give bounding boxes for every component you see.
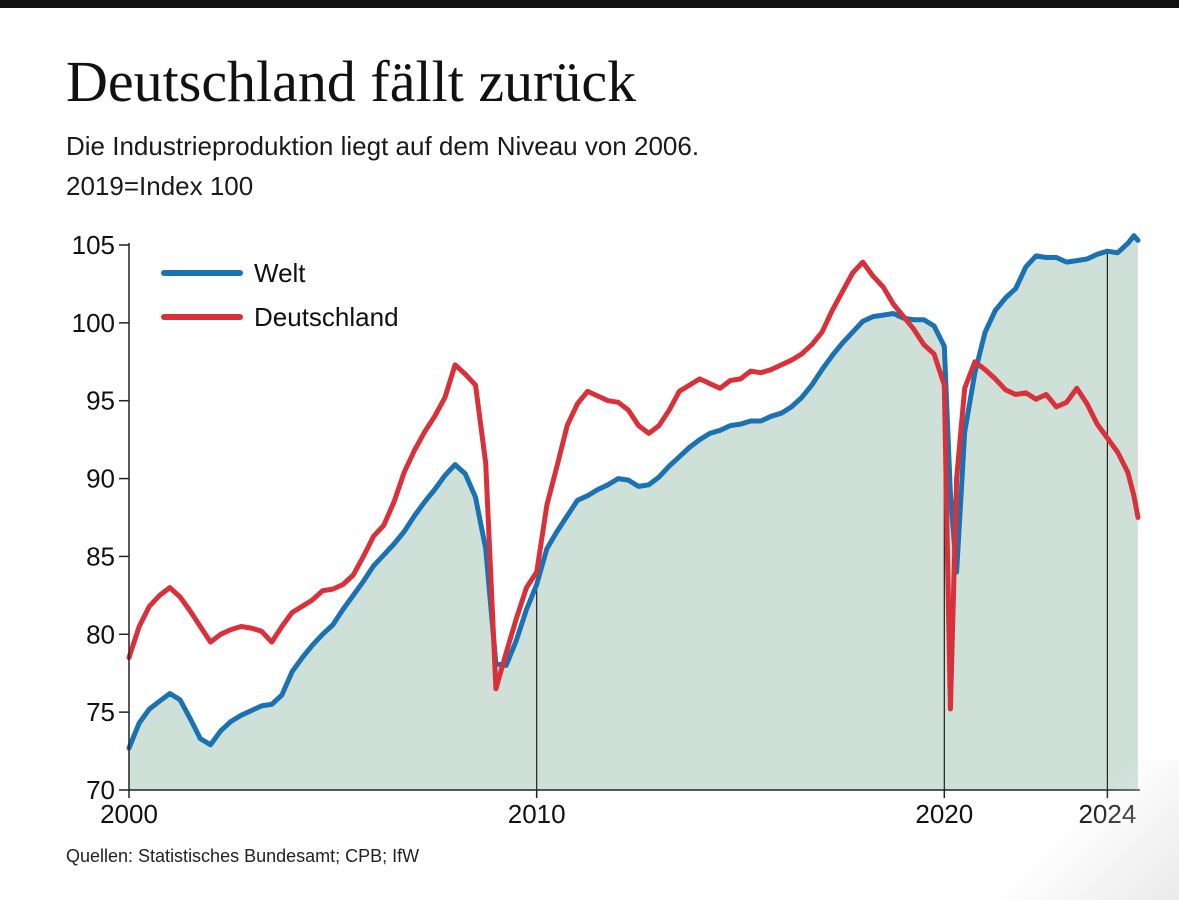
legend-label-deutschland: Deutschland: [254, 302, 399, 332]
source-note: Quellen: Statistisches Bundesamt; CPB; I…: [66, 846, 420, 866]
legend: Welt Deutschland: [161, 258, 399, 332]
subtitle-line-2: 2019=Index 100: [66, 171, 254, 201]
top-border: [0, 0, 1179, 8]
chart-subtitle: Die Industrieproduktion liegt auf dem Ni…: [66, 126, 699, 206]
subtitle-line-1: Die Industrieproduktion liegt auf dem Ni…: [66, 131, 700, 161]
y-tick-label: 105: [72, 230, 115, 260]
y-tick-label: 85: [86, 541, 115, 571]
x-tick-label: 2024: [1078, 799, 1136, 829]
legend-label-welt: Welt: [254, 258, 306, 288]
y-tick-label: 80: [86, 619, 115, 649]
chart-title: Deutschland fällt zurück: [66, 49, 637, 114]
y-tick-label: 100: [72, 308, 115, 338]
x-tick-label: 2020: [915, 799, 973, 829]
series-line-deutschland: [126, 259, 1141, 712]
x-tick-label: 2000: [100, 799, 158, 829]
y-tick-label: 90: [86, 464, 115, 494]
y-tick-label: 95: [86, 386, 115, 416]
x-tick-label: 2010: [508, 799, 566, 829]
area-fill: [129, 235, 1138, 790]
y-tick-label: 70: [86, 775, 115, 805]
y-tick-label: 75: [86, 697, 115, 727]
